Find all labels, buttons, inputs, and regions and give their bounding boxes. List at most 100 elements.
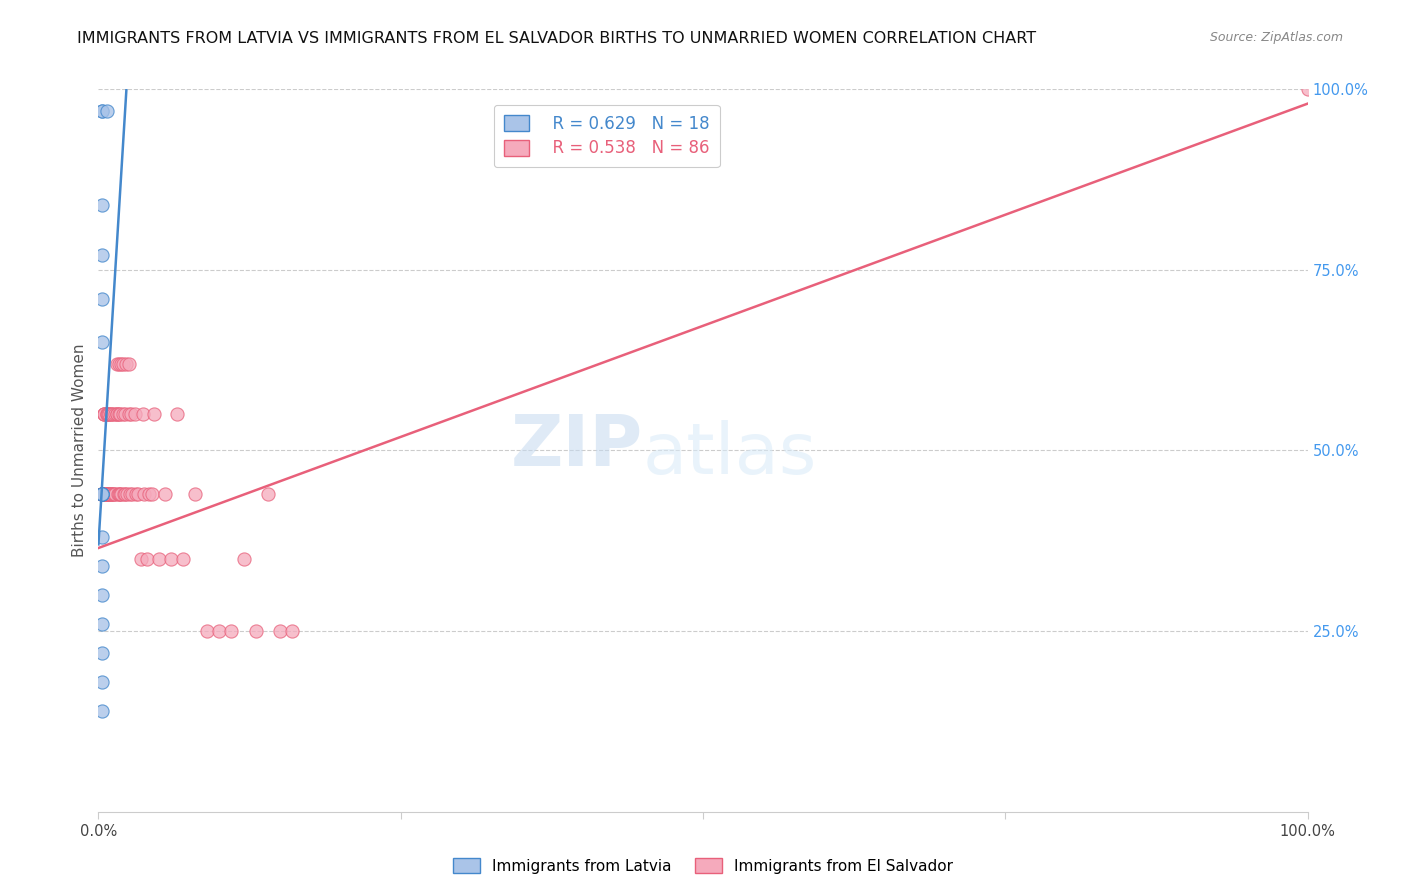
- Point: [91, 616, 114, 631]
- Point: [105, 357, 128, 371]
- Point: [221, 624, 243, 639]
- Point: [98, 407, 121, 421]
- Point: [281, 624, 304, 639]
- Point: [112, 487, 135, 501]
- Point: [245, 624, 267, 639]
- Point: [91, 530, 114, 544]
- Point: [91, 487, 114, 501]
- Point: [91, 487, 114, 501]
- Point: [96, 103, 118, 118]
- Point: [195, 624, 218, 639]
- Point: [121, 487, 143, 501]
- Point: [93, 487, 115, 501]
- Point: [108, 407, 131, 421]
- Legend: Immigrants from Latvia, Immigrants from El Salvador: Immigrants from Latvia, Immigrants from …: [447, 852, 959, 880]
- Point: [118, 487, 141, 501]
- Point: [108, 357, 131, 371]
- Point: [91, 646, 114, 660]
- Point: [96, 487, 118, 501]
- Point: [91, 487, 114, 501]
- Point: [93, 487, 115, 501]
- Point: [105, 407, 128, 421]
- Point: [104, 407, 127, 421]
- Point: [93, 407, 115, 421]
- Point: [91, 487, 114, 501]
- Point: [91, 487, 114, 501]
- Point: [91, 487, 114, 501]
- Point: [96, 407, 118, 421]
- Point: [141, 487, 163, 501]
- Point: [160, 551, 183, 566]
- Point: [114, 487, 136, 501]
- Point: [93, 407, 115, 421]
- Point: [96, 487, 118, 501]
- Point: [111, 357, 134, 371]
- Point: [232, 551, 254, 566]
- Point: [91, 103, 114, 118]
- Point: [134, 487, 156, 501]
- Point: [127, 487, 149, 501]
- Point: [91, 487, 114, 501]
- Point: [184, 487, 207, 501]
- Point: [124, 407, 146, 421]
- Point: [91, 487, 114, 501]
- Point: [135, 551, 157, 566]
- Point: [256, 487, 278, 501]
- Point: [120, 407, 142, 421]
- Point: [91, 588, 114, 602]
- Legend:   R = 0.629   N = 18,   R = 0.538   N = 86: R = 0.629 N = 18, R = 0.538 N = 86: [494, 104, 720, 168]
- Point: [93, 407, 115, 421]
- Text: atlas: atlas: [643, 419, 817, 489]
- Point: [91, 487, 114, 501]
- Point: [97, 487, 120, 501]
- Point: [114, 407, 136, 421]
- Point: [101, 407, 124, 421]
- Point: [132, 407, 155, 421]
- Point: [115, 357, 138, 371]
- Point: [118, 407, 141, 421]
- Point: [172, 551, 194, 566]
- Point: [166, 407, 188, 421]
- Point: [153, 487, 176, 501]
- Point: [125, 487, 148, 501]
- Point: [96, 487, 118, 501]
- Point: [100, 487, 122, 501]
- Point: [96, 487, 118, 501]
- Point: [93, 487, 115, 501]
- Point: [100, 407, 122, 421]
- Point: [91, 292, 114, 306]
- Point: [148, 551, 170, 566]
- Point: [129, 551, 152, 566]
- Point: [104, 487, 127, 501]
- Point: [91, 487, 114, 501]
- Point: [91, 487, 114, 501]
- Point: [91, 248, 114, 262]
- Point: [98, 487, 121, 501]
- Text: ZIP: ZIP: [510, 412, 643, 482]
- Point: [100, 487, 122, 501]
- Point: [97, 407, 120, 421]
- Point: [91, 487, 114, 501]
- Text: IMMIGRANTS FROM LATVIA VS IMMIGRANTS FROM EL SALVADOR BIRTHS TO UNMARRIED WOMEN : IMMIGRANTS FROM LATVIA VS IMMIGRANTS FRO…: [77, 31, 1036, 46]
- Point: [91, 704, 114, 718]
- Point: [110, 487, 132, 501]
- Point: [101, 487, 124, 501]
- Point: [105, 407, 128, 421]
- Point: [108, 487, 131, 501]
- Point: [91, 487, 114, 501]
- Point: [138, 487, 160, 501]
- Point: [117, 487, 139, 501]
- Point: [103, 487, 125, 501]
- Point: [208, 624, 231, 639]
- Point: [91, 334, 114, 349]
- Point: [100, 407, 122, 421]
- Point: [108, 407, 131, 421]
- Point: [100, 487, 122, 501]
- Point: [91, 487, 114, 501]
- Point: [91, 674, 114, 689]
- Point: [91, 559, 114, 574]
- Point: [269, 624, 291, 639]
- Point: [91, 487, 114, 501]
- Point: [143, 407, 166, 421]
- Point: [107, 487, 129, 501]
